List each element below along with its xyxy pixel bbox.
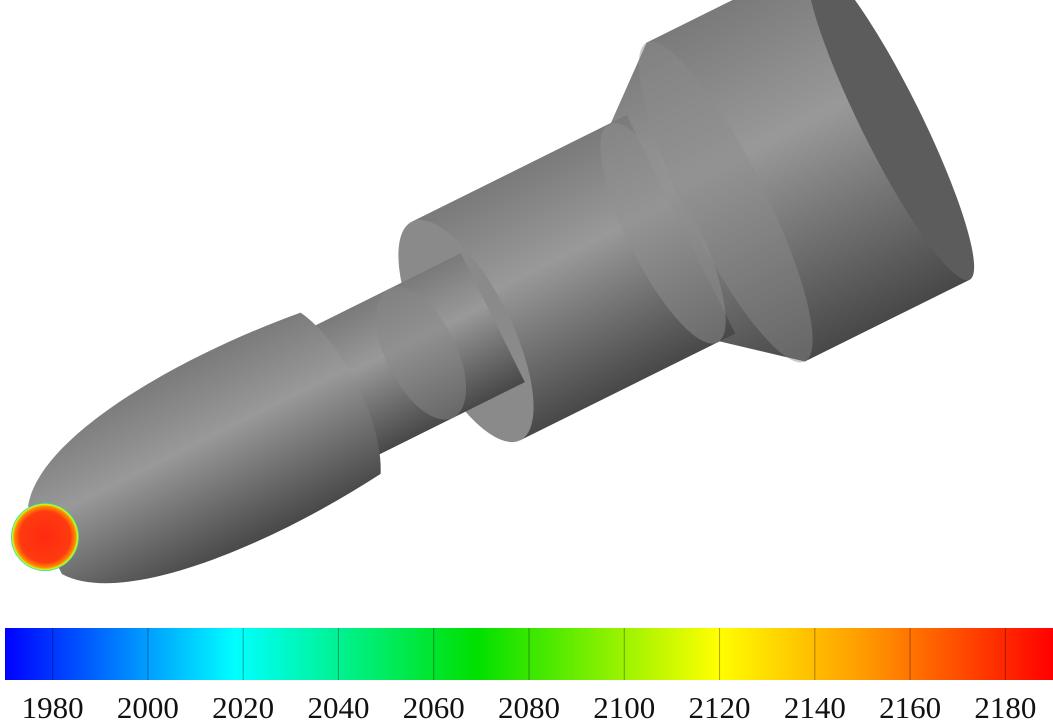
colorbar-tick-label: 2060 [403, 690, 465, 725]
colorbar-tick-label: 2160 [879, 690, 941, 725]
colorbar-tick-label: 2080 [498, 690, 560, 725]
colorbar-tick-label: 1980 [22, 690, 84, 725]
colorbar-tick-label: 2100 [593, 690, 655, 725]
colorbar-tick-label: 2040 [307, 690, 369, 725]
colorbar-tick-label: 2020 [212, 690, 274, 725]
colorbar-tick-label: 2180 [974, 690, 1036, 725]
body [28, 0, 975, 584]
colorbar-tick-label: 2000 [117, 690, 179, 725]
colorbar-tick-label: 2140 [784, 690, 846, 725]
colorbar-tick-label: 2120 [689, 690, 751, 725]
tip-contour [11, 503, 79, 571]
colorbar-ramp [5, 628, 1053, 680]
colorbar: 1980 2000 2020 2040 2060 2080 2100 2120 2140 2160… [5, 628, 1053, 725]
